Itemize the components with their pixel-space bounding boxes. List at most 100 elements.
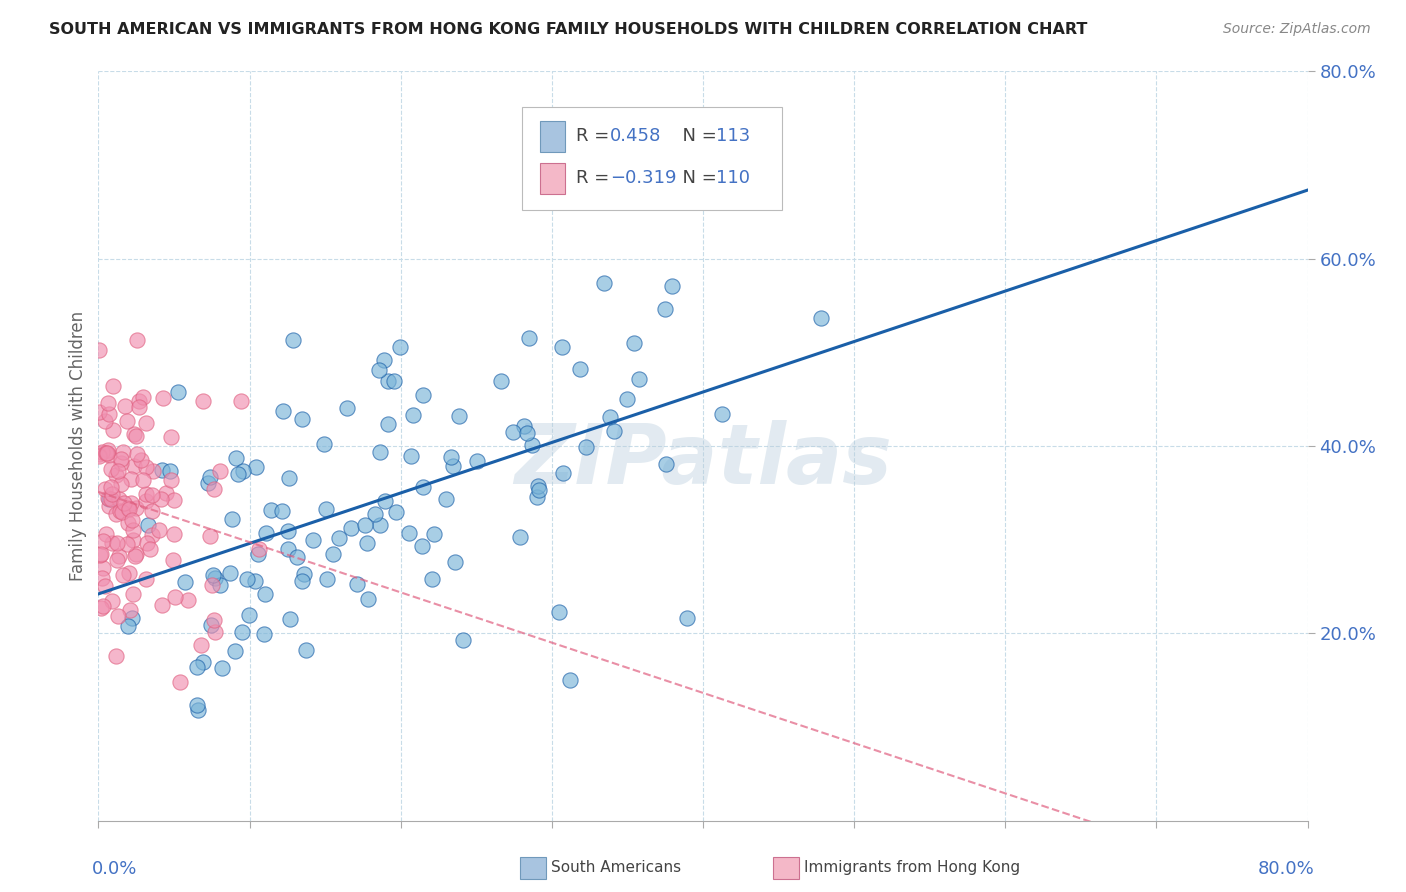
Point xyxy=(150,463,173,477)
Point xyxy=(125,547,148,561)
Point xyxy=(558,673,581,688)
Point xyxy=(449,409,471,424)
Point xyxy=(238,607,260,622)
Point xyxy=(201,577,224,591)
Point xyxy=(125,429,148,443)
Point xyxy=(108,549,131,563)
Point xyxy=(148,523,170,537)
Text: SOUTH AMERICAN VS IMMIGRANTS FROM HONG KONG FAMILY HOUSEHOLDS WITH CHILDREN CORR: SOUTH AMERICAN VS IMMIGRANTS FROM HONG K… xyxy=(49,22,1088,37)
Point xyxy=(340,521,363,535)
Point xyxy=(356,591,378,606)
Point xyxy=(368,517,391,532)
Point xyxy=(190,638,212,652)
Point xyxy=(94,414,117,428)
Point xyxy=(105,536,128,550)
Point xyxy=(412,480,434,494)
Point xyxy=(159,464,181,478)
Point xyxy=(353,518,375,533)
Point xyxy=(117,500,139,515)
Point xyxy=(522,438,544,452)
Point xyxy=(174,575,197,590)
Point xyxy=(162,553,184,567)
Point xyxy=(513,419,536,434)
Point xyxy=(204,625,226,640)
Point xyxy=(101,536,124,550)
Point xyxy=(509,530,531,544)
Point xyxy=(124,549,146,563)
Point xyxy=(129,453,152,467)
Point xyxy=(141,528,163,542)
Point xyxy=(623,336,645,351)
Point xyxy=(440,450,463,464)
Text: 110: 110 xyxy=(716,169,749,187)
Point xyxy=(97,395,120,409)
Point xyxy=(451,632,474,647)
Point xyxy=(187,703,209,717)
Text: 113: 113 xyxy=(716,128,749,145)
Point xyxy=(91,533,114,548)
Text: N =: N = xyxy=(671,128,723,145)
Point xyxy=(96,442,118,457)
Point xyxy=(271,504,294,518)
Point xyxy=(654,302,676,317)
Point xyxy=(551,340,574,354)
Point xyxy=(315,572,337,586)
Point xyxy=(569,361,592,376)
Point xyxy=(91,561,114,575)
Point xyxy=(277,524,299,538)
Point xyxy=(150,599,173,613)
Point xyxy=(135,460,157,475)
Point xyxy=(247,542,270,557)
Point xyxy=(160,473,183,487)
Point xyxy=(177,592,200,607)
Point xyxy=(87,449,110,463)
Point xyxy=(138,517,160,532)
Point xyxy=(434,492,457,507)
Point xyxy=(294,567,316,582)
Point xyxy=(101,594,124,608)
Point xyxy=(236,572,259,586)
Point xyxy=(91,599,114,613)
Point xyxy=(169,674,191,689)
Point xyxy=(163,492,186,507)
Point xyxy=(322,547,344,561)
Text: N =: N = xyxy=(671,169,723,187)
Point xyxy=(225,450,247,465)
Point xyxy=(87,343,110,358)
Point xyxy=(98,491,121,506)
Point xyxy=(221,512,243,526)
Text: South Americans: South Americans xyxy=(551,861,682,875)
Point xyxy=(676,611,699,625)
Point xyxy=(301,533,323,547)
Point xyxy=(163,527,186,541)
Point xyxy=(402,408,425,422)
Point xyxy=(277,471,299,485)
Point xyxy=(465,454,488,468)
Point xyxy=(90,601,112,615)
Point xyxy=(202,613,225,627)
Point xyxy=(398,526,420,541)
Point xyxy=(377,375,399,389)
Text: 0.0%: 0.0% xyxy=(91,860,136,878)
Point xyxy=(101,487,124,501)
Point xyxy=(377,417,399,431)
Point xyxy=(204,571,226,585)
Point xyxy=(388,340,411,354)
Point xyxy=(191,655,214,669)
Point xyxy=(107,608,129,623)
Point xyxy=(575,440,598,454)
Point xyxy=(115,414,138,428)
Point xyxy=(312,437,335,451)
Point xyxy=(104,508,127,522)
Point xyxy=(107,464,129,478)
Point xyxy=(526,490,548,504)
Point xyxy=(364,507,387,521)
Point xyxy=(599,410,621,425)
Point xyxy=(132,390,155,404)
Point xyxy=(229,393,252,408)
Point xyxy=(245,574,267,588)
Point xyxy=(90,547,112,561)
Point xyxy=(122,458,145,473)
Point xyxy=(661,279,683,293)
Point xyxy=(96,446,118,460)
